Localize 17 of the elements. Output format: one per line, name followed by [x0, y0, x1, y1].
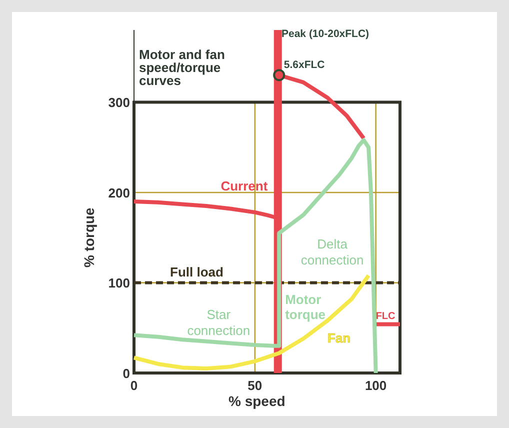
annotation: Peak (10-20xFLC) [282, 28, 370, 40]
y-tick-label: 300 [108, 95, 130, 110]
annotation: Star connection [187, 306, 250, 338]
y-tick-label: 100 [108, 276, 130, 291]
y-tick-label: 0 [122, 366, 130, 381]
text: Motor and fan speed/torque curves [139, 47, 225, 88]
x-tick-label: 50 [248, 378, 262, 393]
annotation: Delta connection [300, 236, 364, 268]
series-label: Fan [327, 330, 351, 346]
x-tick-label: 100 [364, 378, 387, 393]
series-label: Motor torque [285, 292, 326, 322]
annotation: FLC [376, 310, 396, 322]
y-tick-label: 200 [108, 185, 130, 200]
annotation: 5.6xFLC [284, 58, 326, 71]
x-axis-title: % speed [228, 393, 286, 409]
y-axis-title: % torque [81, 207, 97, 268]
ref-line-label: Full load [170, 264, 224, 280]
